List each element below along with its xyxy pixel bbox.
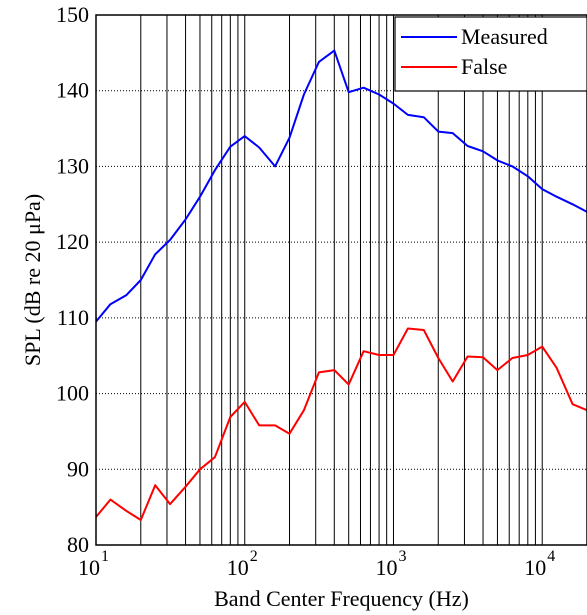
series-lines (95, 49, 587, 521)
y-tick-label: 150 (56, 2, 89, 27)
x-tick-label: 10 3 (375, 548, 406, 580)
y-tick-label: 120 (56, 229, 89, 254)
legend: Measured False (394, 16, 587, 92)
series-line-false (95, 327, 587, 521)
x-tick-base: 10 (375, 555, 397, 580)
plot-frame (95, 14, 587, 546)
x-tick-exponent: 4 (547, 548, 555, 565)
series-line-measured (95, 49, 587, 323)
x-tick-exponent: 3 (398, 548, 406, 565)
grid (95, 14, 587, 546)
x-tick-label: 10 4 (524, 548, 555, 580)
legend-box (394, 16, 587, 92)
y-tick-label: 80 (67, 532, 89, 557)
y-axis-label: SPL (dB re 20 μPa) (20, 194, 45, 366)
x-tick-base: 10 (78, 555, 100, 580)
legend-label: False (461, 54, 507, 79)
x-tick-label: 10 2 (227, 548, 258, 580)
x-tick-exponent: 2 (250, 548, 258, 565)
legend-label: Measured (461, 24, 548, 49)
y-tick-label: 100 (56, 381, 89, 406)
x-tick-labels: 10 1 10 2 10 3 10 4 (78, 548, 555, 580)
y-tick-label: 110 (57, 305, 89, 330)
y-tick-label: 140 (56, 78, 89, 103)
x-tick-label: 10 1 (78, 548, 109, 580)
x-tick-exponent: 1 (101, 548, 109, 565)
legend-item: Measured (401, 24, 548, 49)
x-tick-base: 10 (524, 555, 546, 580)
y-tick-labels: 80 90 100 110 120 130 140 150 (56, 2, 89, 557)
x-tick-base: 10 (227, 555, 249, 580)
y-tick-label: 90 (67, 456, 89, 481)
y-tick-label: 130 (56, 153, 89, 178)
x-axis-label: Band Center Frequency (Hz) (214, 586, 469, 611)
legend-item: False (401, 54, 507, 79)
